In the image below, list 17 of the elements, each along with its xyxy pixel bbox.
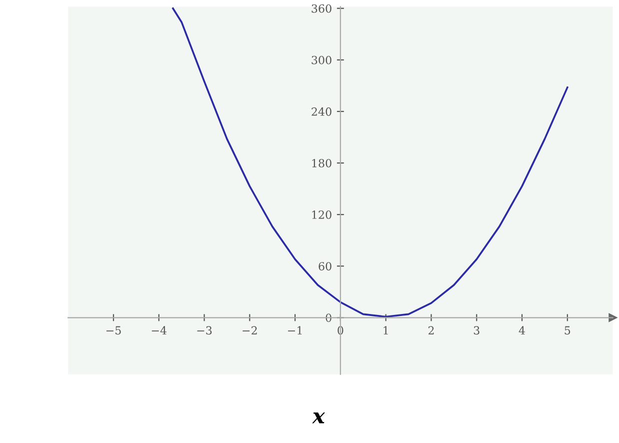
y-tick-label: 180 xyxy=(312,158,332,168)
x-tick-label: 4 xyxy=(518,326,525,334)
y-tick-label: 240 xyxy=(312,107,332,116)
y-tick-label: 360 xyxy=(312,4,332,13)
x-tick-label: −4 xyxy=(152,326,167,334)
x-axis-title: x xyxy=(312,412,326,424)
x-tick-label: 2 xyxy=(428,326,434,334)
y-tick-label: 300 xyxy=(312,56,332,64)
y-tick-label: 60 xyxy=(318,262,332,270)
y-tick-label: 120 xyxy=(312,210,332,219)
x-tick-label: −5 xyxy=(106,326,121,335)
x-tick-label: −2 xyxy=(242,326,257,334)
x-tick-label: −1 xyxy=(288,326,302,334)
x-tick-label: 1 xyxy=(384,326,388,334)
x-tick-label: 3 xyxy=(474,326,480,335)
x-tick-label: −3 xyxy=(197,326,212,335)
x-tick-label: 5 xyxy=(564,326,570,335)
